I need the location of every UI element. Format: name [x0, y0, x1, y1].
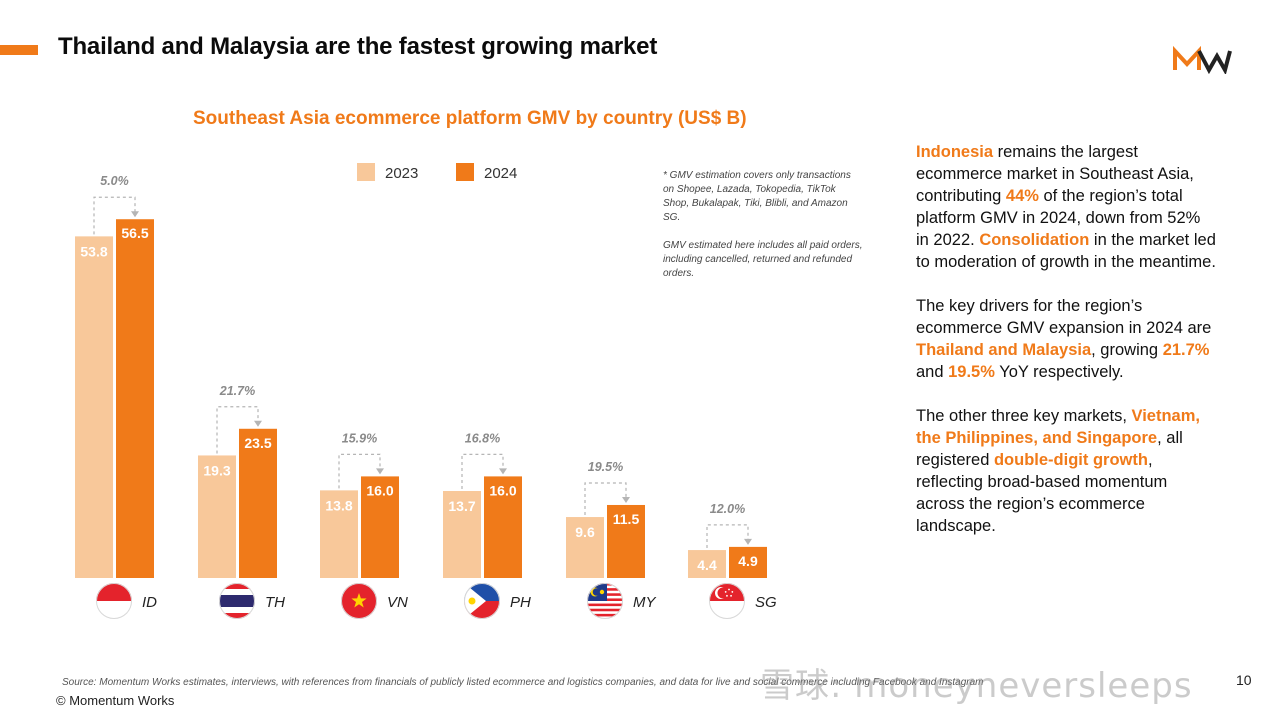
bar-2023-vn [320, 490, 358, 578]
flag-id-icon [96, 583, 132, 619]
highlight-indonesia: Indonesia [916, 143, 994, 161]
copyright: © Momentum Works [56, 693, 175, 708]
text: and [916, 363, 949, 381]
bar-2023-sg [688, 550, 726, 578]
chart-title: Southeast Asia ecommerce platform GMV by… [193, 108, 747, 129]
legend-swatch-2024 [456, 163, 474, 181]
legend-swatch-2023 [357, 163, 375, 181]
commentary-paragraph-2: The key drivers for the region’s ecommer… [916, 295, 1216, 383]
data-label-2023-vn: 13.8 [325, 497, 352, 513]
data-label-2024-ph: 16.0 [489, 482, 516, 498]
growth-arrow-ph [499, 468, 507, 475]
highlight-share: 44% [1005, 187, 1039, 205]
source-note: Source: Momentum Works estimates, interv… [62, 677, 984, 688]
growth-connector-sg [706, 524, 749, 549]
data-label-2023-th: 19.3 [203, 462, 230, 478]
growth-connector-id [93, 196, 136, 235]
flag-vn-icon [341, 583, 377, 619]
momentum-works-logo [1173, 46, 1232, 74]
bar-2023-ph [443, 491, 481, 578]
bar-2023-my [566, 517, 604, 578]
growth-arrow-my [622, 496, 630, 503]
flag-sg-icon [709, 583, 745, 619]
note-coverage: * GMV estimation covers only transaction… [663, 170, 851, 223]
growth-label-th: 21.7% [219, 384, 255, 398]
growth-arrow-vn [376, 468, 384, 475]
growth-connector-th [216, 406, 259, 454]
data-label-2024-my: 11.5 [613, 511, 640, 527]
growth-arrow-th [254, 420, 262, 427]
page-number: 10 [1236, 672, 1252, 688]
commentary-paragraph-1: Indonesia remains the largest ecommerce … [916, 141, 1216, 273]
category-label-id: ID [142, 594, 157, 611]
data-label-2024-th: 23.5 [244, 435, 271, 451]
bar-2024-sg [729, 546, 767, 578]
slide-title: Thailand and Malaysia are the fastest gr… [58, 33, 658, 60]
watermark: 雪球: moneyneversleeps [760, 666, 1193, 706]
flag-th-icon [219, 583, 255, 619]
data-label-2023-sg: 4.4 [697, 557, 717, 573]
text: , reflecting broad-based momentum across… [916, 451, 1168, 535]
flag-my-icon [587, 583, 623, 619]
growth-connector-ph [461, 453, 504, 490]
text: YoY respectively. [994, 363, 1124, 381]
flag-ph-icon [464, 583, 500, 619]
text: of the region’s total platform GMV in 20… [916, 187, 1201, 249]
legend-item-2023: 2023 [357, 163, 418, 182]
commentary-paragraph-3: The other three key markets, Vietnam, th… [916, 405, 1216, 537]
category-label-ph: PH [510, 594, 531, 611]
data-label-2023-ph: 13.7 [448, 498, 475, 514]
data-label-2024-id: 56.5 [121, 225, 148, 241]
category-label-th: TH [265, 594, 285, 611]
bar-2024-vn [361, 476, 399, 578]
accent-bar [0, 45, 38, 55]
text: The other three key markets, [916, 407, 1132, 425]
text: in the market led to moderation of growt… [916, 231, 1216, 271]
growth-arrow-id [131, 211, 139, 218]
bar-2023-id [75, 236, 113, 578]
legend-label-2023: 2023 [385, 165, 419, 182]
growth-label-id: 5.0% [100, 174, 129, 188]
highlight-th-my: Thailand and Malaysia [916, 341, 1092, 359]
growth-label-sg: 12.0% [710, 502, 745, 516]
text: , all registered [916, 429, 1183, 469]
legend-item-2024: 2024 [456, 163, 517, 182]
highlight-other-markets: Vietnam, the Philippines, and Singapore [916, 407, 1200, 447]
growth-label-ph: 16.8% [465, 431, 500, 445]
bar-2024-my [607, 504, 645, 578]
bar-2024-ph [484, 476, 522, 578]
chart-note: * GMV estimation covers only transaction… [663, 169, 863, 295]
highlight-my-growth: 19.5% [948, 363, 995, 381]
data-label-2023-id: 53.8 [80, 243, 107, 259]
data-label-2024-sg: 4.9 [738, 553, 758, 569]
gmv-bar-chart: 53.8 56.5 5.0% ID 19.3 23.5 21.7% TH 13.8 16.0 15.… [75, 174, 777, 619]
text: remains the largest ecommerce market in … [916, 143, 1194, 205]
growth-connector-vn [338, 453, 381, 489]
note-definition: GMV estimated here includes all paid ord… [663, 240, 863, 279]
growth-label-vn: 15.9% [342, 431, 377, 445]
growth-arrow-sg [744, 538, 752, 545]
bar-2023-th [198, 455, 236, 578]
bar-2024-id [116, 219, 154, 578]
legend-label-2024: 2024 [484, 165, 518, 182]
text: The key drivers for the region’s ecommer… [916, 297, 1212, 337]
highlight-th-growth: 21.7% [1162, 341, 1210, 359]
commentary: Indonesia remains the largest ecommerce … [916, 141, 1216, 559]
category-label-vn: VN [387, 594, 408, 611]
highlight-double-digit: double-digit growth [993, 451, 1148, 469]
growth-label-my: 19.5% [588, 460, 623, 474]
text: , growing [1091, 341, 1163, 359]
category-label-my: MY [633, 594, 656, 611]
data-label-2024-vn: 16.0 [366, 482, 393, 498]
bar-2024-th [239, 428, 277, 578]
highlight-consolidation: Consolidation [979, 231, 1090, 249]
data-label-2023-my: 9.6 [575, 524, 595, 540]
category-label-sg: SG [755, 594, 777, 611]
